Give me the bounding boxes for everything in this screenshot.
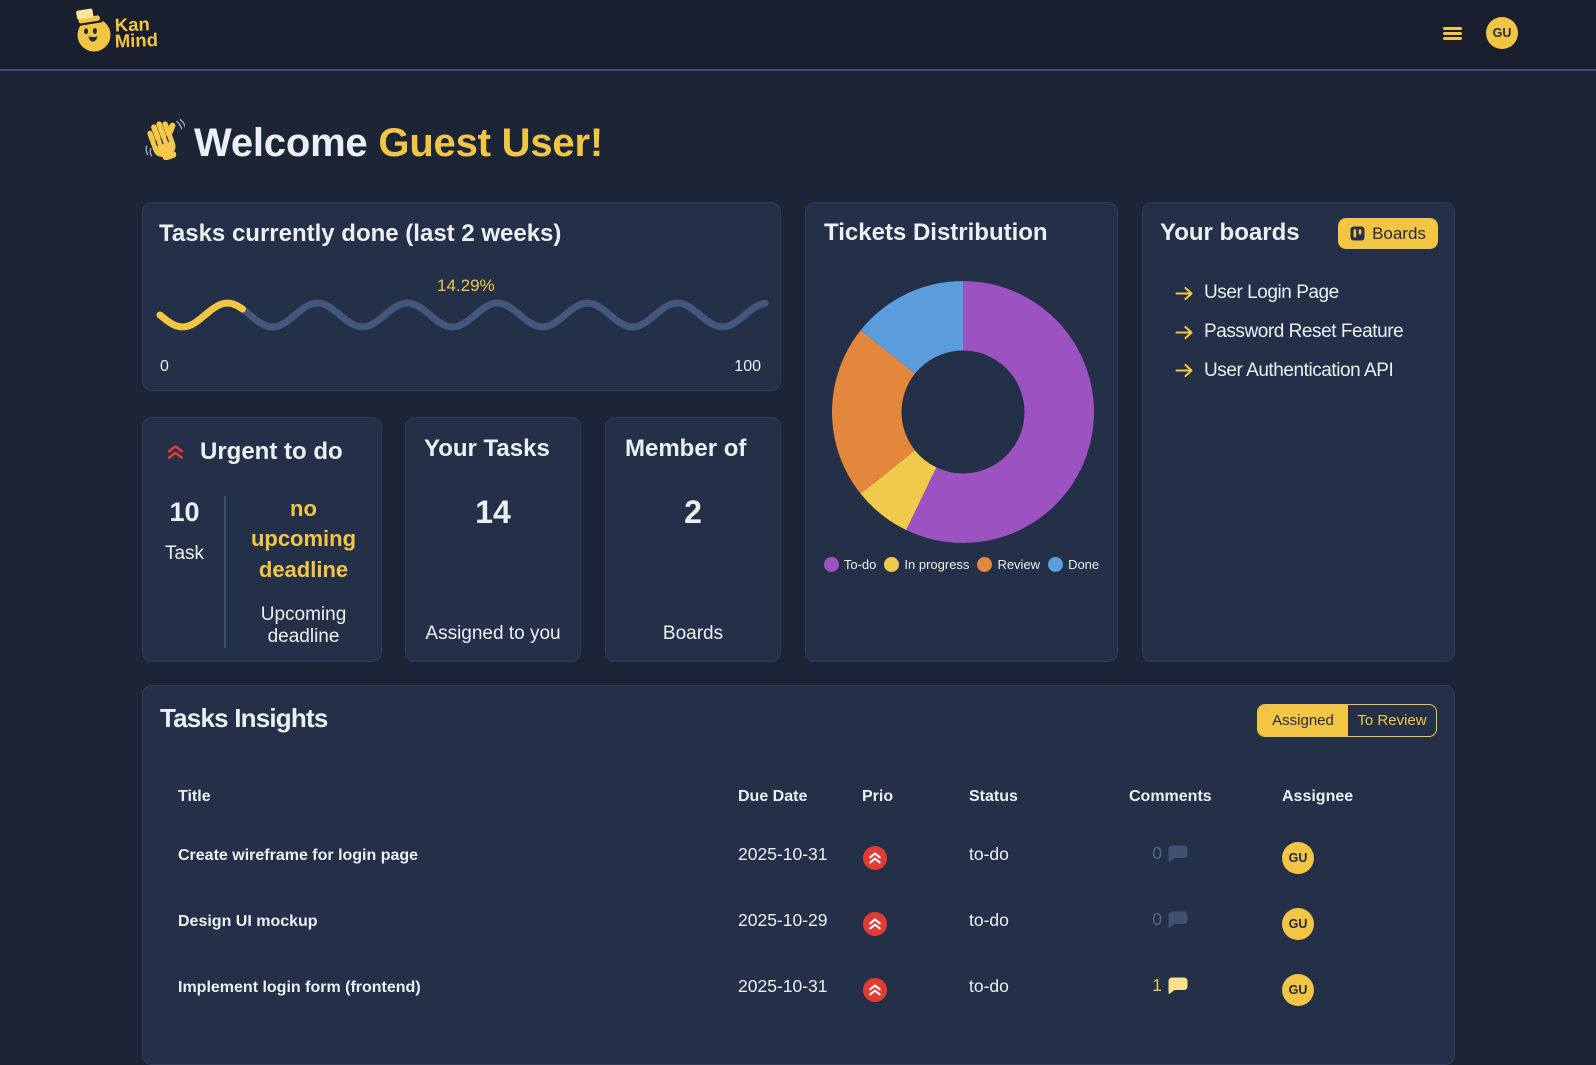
svg-text:Mind: Mind — [114, 29, 158, 51]
svg-text:Kan: Kan — [114, 13, 150, 35]
